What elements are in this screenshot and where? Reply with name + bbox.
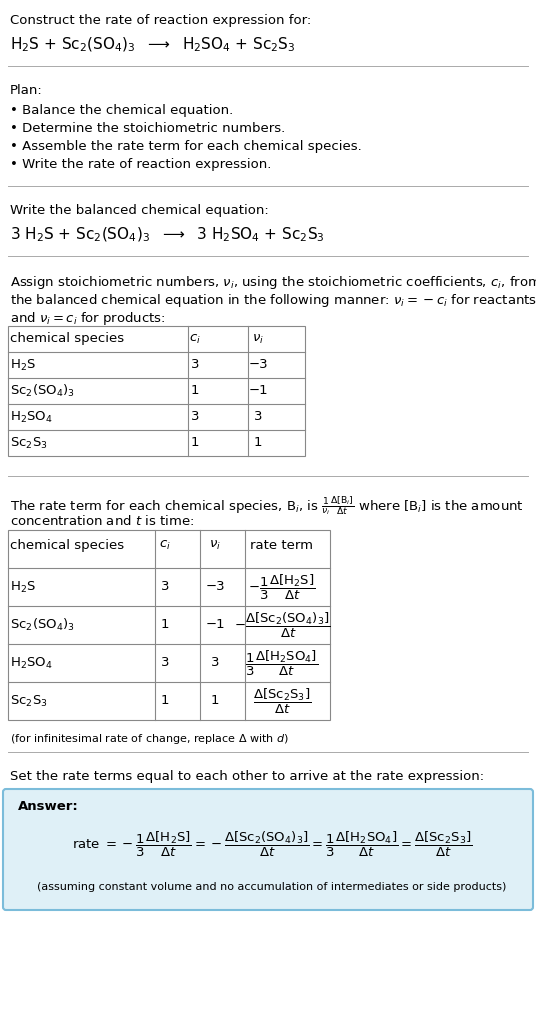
Text: 1: 1 <box>161 618 169 632</box>
Text: Set the rate terms equal to each other to arrive at the rate expression:: Set the rate terms equal to each other t… <box>10 770 484 783</box>
Text: $c_i$: $c_i$ <box>159 539 171 552</box>
Text: The rate term for each chemical species, B$_i$, is $\frac{1}{\nu_i}\frac{\Delta[: The rate term for each chemical species,… <box>10 494 524 517</box>
Text: rate term: rate term <box>250 539 314 552</box>
Text: Assign stoichiometric numbers, $\nu_i$, using the stoichiometric coefficients, $: Assign stoichiometric numbers, $\nu_i$, … <box>10 274 536 291</box>
Text: −3: −3 <box>205 580 225 594</box>
Text: (assuming constant volume and no accumulation of intermediates or side products): (assuming constant volume and no accumul… <box>38 882 507 892</box>
Text: $c_i$: $c_i$ <box>189 333 201 345</box>
Text: Sc$_2$(SO$_4$)$_3$: Sc$_2$(SO$_4$)$_3$ <box>10 383 75 399</box>
Text: • Determine the stoichiometric numbers.: • Determine the stoichiometric numbers. <box>10 122 285 135</box>
Text: concentration and $t$ is time:: concentration and $t$ is time: <box>10 514 194 528</box>
Text: 3: 3 <box>161 657 169 669</box>
Text: Answer:: Answer: <box>18 800 79 813</box>
Text: H$_2$S: H$_2$S <box>10 358 36 372</box>
Text: chemical species: chemical species <box>10 333 124 345</box>
Text: H$_2$S + Sc$_2$(SO$_4$)$_3$  $\longrightarrow$  H$_2$SO$_4$ + Sc$_2$S$_3$: H$_2$S + Sc$_2$(SO$_4$)$_3$ $\longrighta… <box>10 36 296 55</box>
Text: 1: 1 <box>191 436 199 450</box>
Text: $\nu_i$: $\nu_i$ <box>252 333 264 345</box>
Bar <box>8 326 305 456</box>
Text: • Write the rate of reaction expression.: • Write the rate of reaction expression. <box>10 158 271 171</box>
Text: the balanced chemical equation in the following manner: $\nu_i = -c_i$ for react: the balanced chemical equation in the fo… <box>10 292 536 309</box>
Text: H$_2$SO$_4$: H$_2$SO$_4$ <box>10 409 53 425</box>
Text: 1: 1 <box>161 695 169 707</box>
Text: 3 H$_2$S + Sc$_2$(SO$_4$)$_3$  $\longrightarrow$  3 H$_2$SO$_4$ + Sc$_2$S$_3$: 3 H$_2$S + Sc$_2$(SO$_4$)$_3$ $\longrigh… <box>10 226 325 244</box>
Text: chemical species: chemical species <box>10 539 124 552</box>
Text: 1: 1 <box>191 385 199 397</box>
Text: rate $= -\dfrac{1}{3}\dfrac{\Delta[\mathrm{H_2S}]}{\Delta t} = -\dfrac{\Delta[\m: rate $= -\dfrac{1}{3}\dfrac{\Delta[\math… <box>72 829 472 858</box>
Text: Construct the rate of reaction expression for:: Construct the rate of reaction expressio… <box>10 14 311 27</box>
Text: (for infinitesimal rate of change, replace Δ with $d$): (for infinitesimal rate of change, repla… <box>10 732 289 746</box>
Text: Sc$_2$(SO$_4$)$_3$: Sc$_2$(SO$_4$)$_3$ <box>10 617 75 633</box>
Text: 1: 1 <box>254 436 262 450</box>
Text: Write the balanced chemical equation:: Write the balanced chemical equation: <box>10 204 269 217</box>
FancyBboxPatch shape <box>3 789 533 910</box>
Text: $\dfrac{\Delta[\mathrm{Sc_2S_3}]}{\Delta t}$: $\dfrac{\Delta[\mathrm{Sc_2S_3}]}{\Delta… <box>253 687 311 716</box>
Text: Sc$_2$S$_3$: Sc$_2$S$_3$ <box>10 435 48 451</box>
Text: and $\nu_i = c_i$ for products:: and $\nu_i = c_i$ for products: <box>10 310 166 327</box>
Text: $\dfrac{1}{3}\dfrac{\Delta[\mathrm{H_2SO_4}]}{\Delta t}$: $\dfrac{1}{3}\dfrac{\Delta[\mathrm{H_2SO… <box>245 648 318 677</box>
Text: $-\dfrac{1}{3}\dfrac{\Delta[\mathrm{H_2S}]}{\Delta t}$: $-\dfrac{1}{3}\dfrac{\Delta[\mathrm{H_2S… <box>248 573 316 602</box>
Text: 1: 1 <box>211 695 219 707</box>
Text: H$_2$S: H$_2$S <box>10 579 36 595</box>
Text: −3: −3 <box>248 359 268 371</box>
Text: −1: −1 <box>205 618 225 632</box>
Text: $-\dfrac{\Delta[\mathrm{Sc_2(SO_4)_3}]}{\Delta t}$: $-\dfrac{\Delta[\mathrm{Sc_2(SO_4)_3}]}{… <box>234 610 330 640</box>
Text: 3: 3 <box>211 657 219 669</box>
Text: Sc$_2$S$_3$: Sc$_2$S$_3$ <box>10 694 48 708</box>
Text: H$_2$SO$_4$: H$_2$SO$_4$ <box>10 656 53 671</box>
Text: 3: 3 <box>254 410 262 424</box>
Text: 3: 3 <box>161 580 169 594</box>
Text: Plan:: Plan: <box>10 84 43 97</box>
Text: $\nu_i$: $\nu_i$ <box>209 539 221 552</box>
Text: 3: 3 <box>191 410 199 424</box>
Text: 3: 3 <box>191 359 199 371</box>
Text: • Balance the chemical equation.: • Balance the chemical equation. <box>10 104 233 117</box>
Text: • Assemble the rate term for each chemical species.: • Assemble the rate term for each chemic… <box>10 140 362 153</box>
Text: −1: −1 <box>248 385 268 397</box>
Bar <box>8 530 330 720</box>
